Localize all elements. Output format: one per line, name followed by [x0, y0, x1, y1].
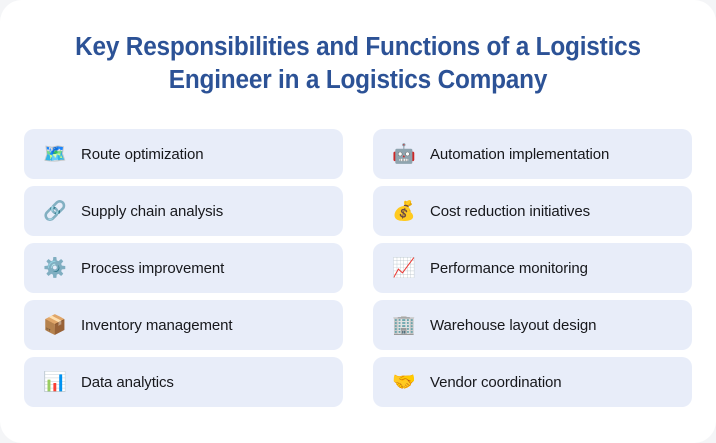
list-item[interactable]: 🏢 Warehouse layout design: [373, 300, 692, 350]
list-item-label: Warehouse layout design: [430, 316, 597, 334]
list-item[interactable]: 🤝 Vendor coordination: [373, 357, 692, 407]
page-title-line-1: Key Responsibilities and Functions of a …: [75, 33, 641, 61]
list-item[interactable]: 📊 Data analytics: [24, 357, 343, 407]
chain-link-icon: 🔗: [43, 200, 67, 222]
list-item-label: Inventory management: [81, 316, 233, 334]
robot-icon: 🤖: [392, 143, 416, 165]
list-item[interactable]: 📦 Inventory management: [24, 300, 343, 350]
page-title: Key Responsibilities and Functions of a …: [16, 0, 700, 97]
responsibilities-grid: 🗺️ Route optimization 🤖 Automation imple…: [24, 129, 692, 407]
gear-icon: ⚙️: [43, 257, 67, 279]
list-item[interactable]: 🔗 Supply chain analysis: [24, 186, 343, 236]
list-item[interactable]: 🤖 Automation implementation: [373, 129, 692, 179]
office-building-icon: 🏢: [392, 314, 416, 336]
list-item-label: Vendor coordination: [430, 373, 562, 391]
list-item-label: Automation implementation: [430, 145, 610, 163]
world-map-icon: 🗺️: [43, 143, 67, 165]
list-item-label: Supply chain analysis: [81, 202, 224, 220]
list-item[interactable]: ⚙️ Process improvement: [24, 243, 343, 293]
money-bag-icon: 💰: [392, 200, 416, 222]
list-item-label: Process improvement: [81, 259, 225, 277]
handshake-icon: 🤝: [392, 371, 416, 393]
list-item[interactable]: 💰 Cost reduction initiatives: [373, 186, 692, 236]
page-title-line-2: Engineer in a Logistics Company: [168, 66, 548, 94]
list-item-label: Route optimization: [81, 145, 204, 163]
package-box-icon: 📦: [43, 314, 67, 336]
bar-chart-icon: 📊: [43, 371, 67, 393]
chart-increasing-icon: 📈: [392, 257, 416, 279]
list-item[interactable]: 🗺️ Route optimization: [24, 129, 343, 179]
list-item-label: Cost reduction initiatives: [430, 202, 590, 220]
list-item-label: Performance monitoring: [430, 259, 588, 277]
list-item[interactable]: 📈 Performance monitoring: [373, 243, 692, 293]
list-item-label: Data analytics: [81, 373, 174, 391]
